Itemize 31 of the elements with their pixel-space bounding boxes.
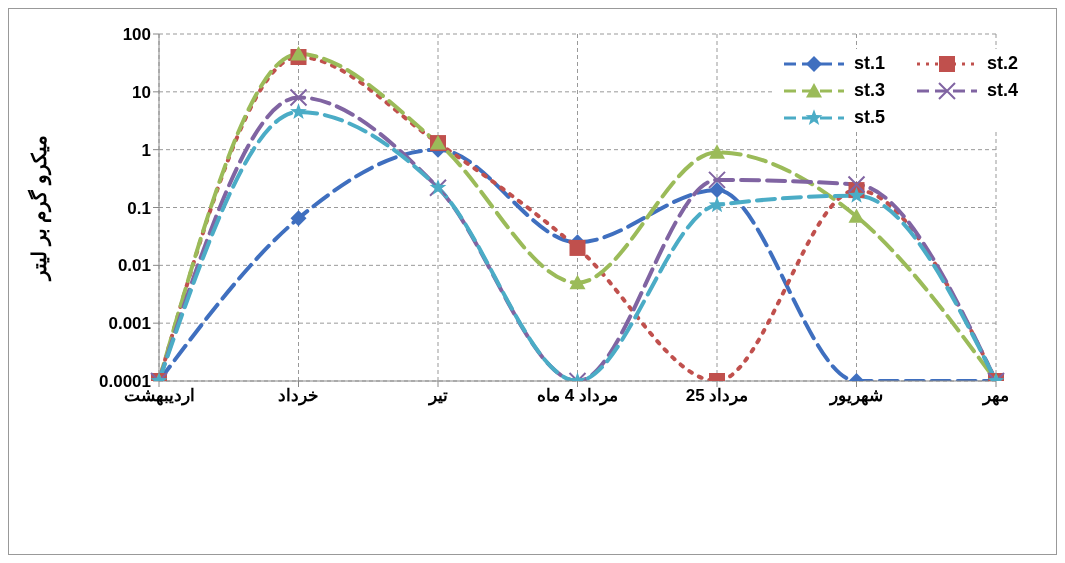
y-tick-label: 100	[122, 25, 151, 45]
point	[709, 144, 725, 159]
legend-label: st.5	[853, 107, 885, 128]
x-tick-label: تیر	[426, 386, 448, 407]
point	[848, 208, 865, 223]
y-tick-label: 0.1	[127, 198, 151, 218]
legend-label: st.3	[853, 80, 885, 101]
x-tick-label: مرداد 4 ماه	[537, 386, 618, 407]
x-tick-label: مرداد 25	[685, 386, 749, 407]
x-tick-label: اردیبهشت	[123, 386, 195, 407]
legend-label: st.4	[986, 80, 1018, 101]
x-tick-label: خرداد	[278, 386, 319, 407]
point	[708, 196, 726, 213]
y-tick-label: 10	[132, 82, 151, 102]
x-tick-label: مهر	[981, 386, 1009, 407]
legend-label: st.2	[986, 53, 1018, 74]
y-tick-label: 0.01	[117, 256, 151, 276]
point	[569, 274, 586, 290]
y-axis-title: میکرو گرم بر لیتر	[27, 135, 53, 282]
point	[847, 175, 866, 194]
y-tick-label: 0.001	[108, 314, 151, 334]
point	[709, 182, 725, 199]
point	[708, 170, 726, 189]
point	[569, 239, 586, 256]
point	[290, 210, 307, 227]
y-tick-label: 1	[141, 140, 151, 160]
point	[848, 186, 865, 203]
point	[289, 88, 308, 107]
point	[290, 103, 307, 120]
legend-label: st.1	[853, 53, 885, 74]
x-tick-label: شهریور	[828, 386, 883, 407]
